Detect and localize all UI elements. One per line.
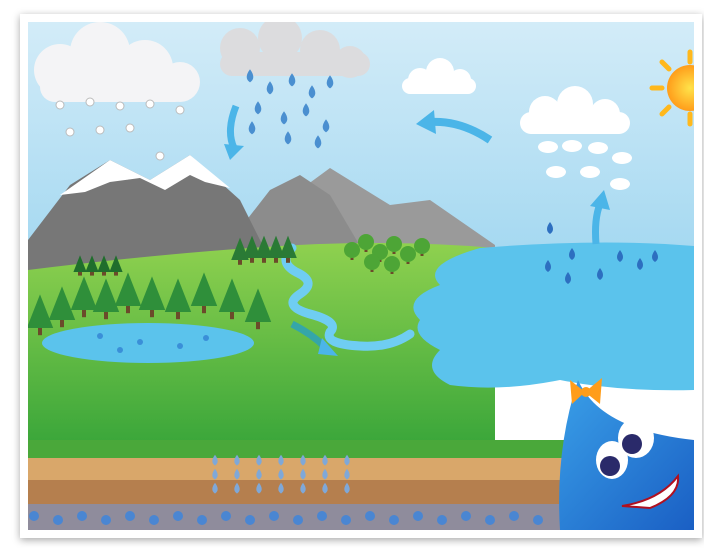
groundwater-drop <box>437 515 447 525</box>
trunk <box>90 272 94 276</box>
trunk <box>176 312 180 319</box>
groundwater-drop <box>461 511 471 521</box>
groundwater-drop <box>413 511 423 521</box>
trunk <box>38 328 42 335</box>
vapor-cloud <box>562 140 582 152</box>
drop <box>97 333 103 339</box>
groundwater-drop <box>77 511 87 521</box>
snowflake <box>56 101 64 109</box>
groundwater-drop <box>53 515 63 525</box>
groundwater-drop <box>173 511 183 521</box>
groundwater-drop <box>533 515 543 525</box>
trunk <box>256 322 260 329</box>
drop <box>177 343 183 349</box>
vapor-cloud <box>610 178 630 190</box>
foliage <box>400 246 416 262</box>
trunk <box>104 312 108 319</box>
groundwater-drop <box>365 511 375 521</box>
trunk <box>150 310 154 317</box>
groundwater-drop <box>221 511 231 521</box>
trunk <box>202 306 206 313</box>
snowflake <box>156 152 164 160</box>
page: (() => { const data = JSON.parse(documen… <box>0 0 704 548</box>
water-cycle-illustration <box>0 0 704 548</box>
trunk <box>114 272 118 276</box>
foliage <box>344 242 360 258</box>
vapor-cloud <box>588 142 608 154</box>
sea <box>413 242 694 390</box>
drop <box>137 339 143 345</box>
foliage <box>358 234 374 250</box>
trunk <box>60 320 64 327</box>
vapor-cloud <box>538 141 558 153</box>
groundwater-drop <box>293 515 303 525</box>
snowflake <box>96 126 104 134</box>
groundwater-drop <box>101 515 111 525</box>
groundwater-drop <box>269 511 279 521</box>
foliage <box>384 256 400 272</box>
snowflake <box>146 100 154 108</box>
groundwater-drop <box>341 515 351 525</box>
snowflake <box>116 102 124 110</box>
trunk <box>286 258 290 263</box>
groundwater-drop <box>245 515 255 525</box>
drop <box>117 347 123 353</box>
snowflake <box>126 124 134 132</box>
trunk <box>82 310 86 317</box>
trunk <box>126 306 130 313</box>
trunk <box>230 312 234 319</box>
lake <box>42 323 254 363</box>
trunk <box>78 272 82 276</box>
vapor-cloud <box>580 166 600 178</box>
foliage <box>386 236 402 252</box>
foliage <box>414 238 430 254</box>
snowflake <box>86 98 94 106</box>
snowflake <box>66 128 74 136</box>
groundwater-drop <box>149 515 159 525</box>
trunk <box>102 272 106 276</box>
snowflake <box>176 106 184 114</box>
vapor-cloud <box>612 152 632 164</box>
vapor-cloud <box>546 166 566 178</box>
trunk <box>274 258 278 263</box>
groundwater-drop <box>29 511 39 521</box>
trunk <box>262 258 266 263</box>
groundwater-drop <box>197 515 207 525</box>
groundwater-drop <box>389 515 399 525</box>
drop <box>203 335 209 341</box>
trunk <box>250 258 254 263</box>
trunk <box>238 260 242 265</box>
groundwater-drop <box>317 511 327 521</box>
groundwater-drop <box>485 515 495 525</box>
groundwater-drop <box>509 511 519 521</box>
scene <box>27 16 704 530</box>
groundwater-drop <box>125 511 135 521</box>
foliage <box>364 254 380 270</box>
